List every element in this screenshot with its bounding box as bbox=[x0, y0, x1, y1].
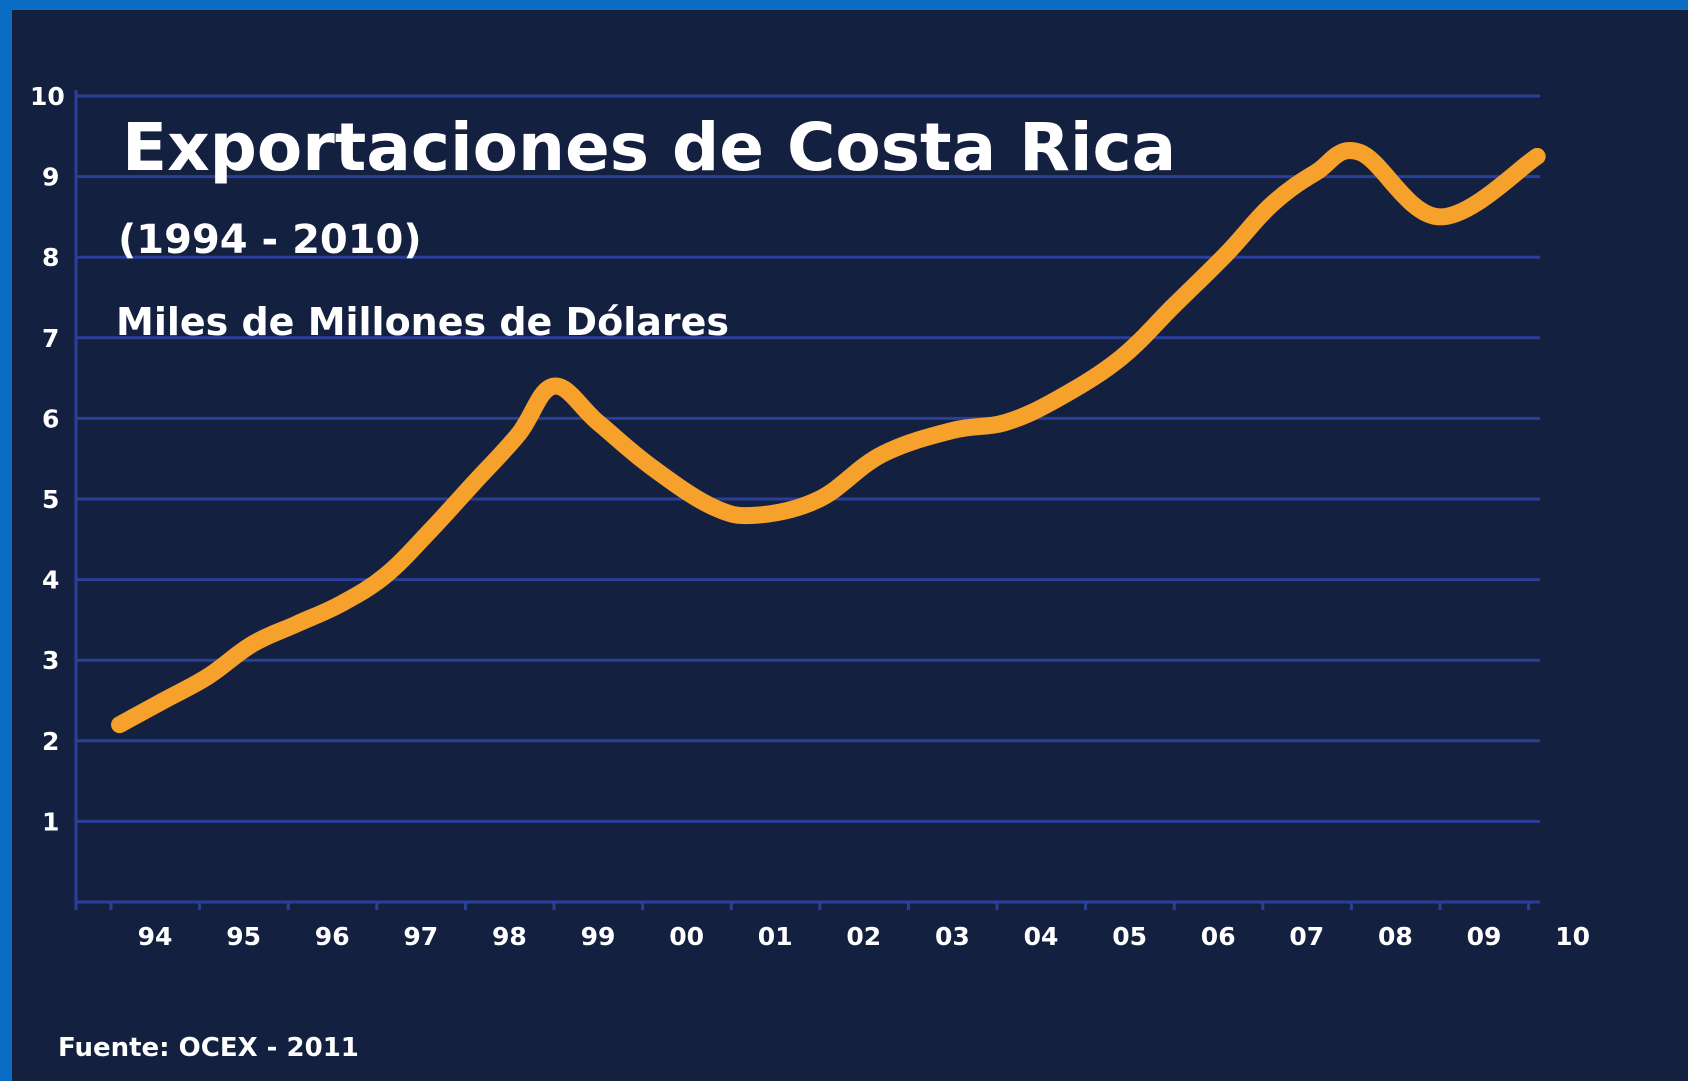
x-tick-label: 94 bbox=[138, 922, 173, 951]
x-tick-label: 97 bbox=[403, 922, 438, 951]
x-tick-label: 05 bbox=[1112, 922, 1147, 951]
y-tick-label: 2 bbox=[42, 727, 59, 756]
y-tick-label: 1 bbox=[42, 807, 59, 836]
y-tick-label: 3 bbox=[42, 646, 59, 675]
x-tick-label: 03 bbox=[935, 922, 970, 951]
x-tick-label: 01 bbox=[758, 922, 793, 951]
y-axis-unit-label: Miles de Millones de Dólares bbox=[116, 300, 729, 344]
x-tick-label: 09 bbox=[1467, 922, 1502, 951]
axes bbox=[74, 90, 1540, 910]
y-tick-label: 7 bbox=[42, 324, 59, 353]
x-tick-label: 95 bbox=[226, 922, 261, 951]
x-tick-label: 04 bbox=[1024, 922, 1059, 951]
x-tick-label: 07 bbox=[1289, 922, 1324, 951]
x-tick-label: 98 bbox=[492, 922, 527, 951]
y-axis-ticks: 1 2 3 4 5 6 7 8 9 10 bbox=[30, 82, 65, 836]
y-tick-label: 6 bbox=[42, 404, 59, 433]
y-tick-label: 4 bbox=[42, 566, 59, 595]
source-note: Fuente: OCEX - 2011 bbox=[58, 1033, 359, 1063]
x-tick-label: 10 bbox=[1555, 922, 1590, 951]
x-tick-label: 06 bbox=[1201, 922, 1236, 951]
chart-subtitle: (1994 - 2010) bbox=[118, 217, 422, 263]
x-axis-ticks: 94 95 96 97 98 99 00 01 02 03 04 05 06 07 08 09 10 bbox=[109, 902, 1590, 951]
series-layer bbox=[111, 142, 1546, 734]
y-tick-label: 8 bbox=[42, 243, 59, 272]
x-tick-label: 00 bbox=[669, 922, 704, 951]
x-tick-label: 96 bbox=[315, 922, 350, 951]
chart-panel: 1 2 3 4 5 6 7 8 9 10 94 95 96 97 98 99 00 01 02 03 04 05 06 07… bbox=[12, 10, 1688, 1081]
x-tick-label: 08 bbox=[1378, 922, 1413, 951]
x-tick-label: 99 bbox=[581, 922, 616, 951]
gridlines bbox=[76, 94, 1540, 823]
chart-title: Exportaciones de Costa Rica bbox=[122, 109, 1176, 186]
y-tick-label: 9 bbox=[42, 163, 59, 192]
y-tick-label: 5 bbox=[42, 485, 59, 514]
x-tick-label: 02 bbox=[846, 922, 881, 951]
line-chart: 1 2 3 4 5 6 7 8 9 10 94 95 96 97 98 99 00 01 02 03 04 05 06 07… bbox=[30, 82, 1590, 1063]
y-tick-label: 10 bbox=[30, 82, 65, 111]
